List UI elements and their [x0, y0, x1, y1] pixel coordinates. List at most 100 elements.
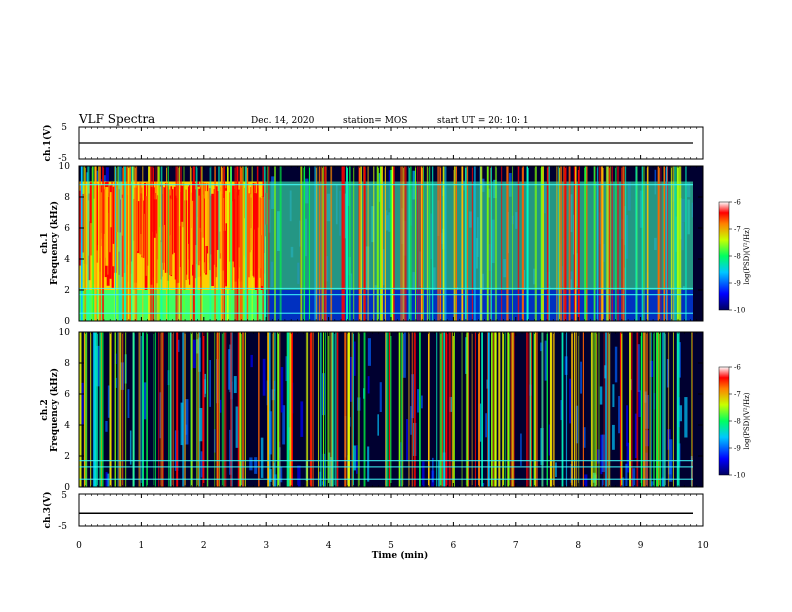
spectro-noise: [406, 418, 408, 462]
spectro-noise: [254, 457, 258, 474]
spectro-noise: [544, 340, 548, 381]
sferic-streak: [453, 166, 455, 321]
y-tick-label: 10: [59, 328, 71, 338]
sferic-streak: [443, 332, 446, 487]
spectro-noise: [300, 401, 304, 437]
sferic-streak: [660, 166, 662, 321]
sferic-streak: [464, 166, 467, 321]
x-tick-label: 9: [638, 541, 644, 551]
spectro-noise: [560, 400, 563, 421]
sferic-streak: [216, 332, 219, 487]
emission-streak: [89, 182, 93, 224]
spectro-noise: [219, 399, 222, 413]
colorbar-tick-label: -7: [734, 391, 741, 399]
sferic-streak: [498, 332, 500, 487]
sferic-streak: [419, 166, 421, 321]
spectro-noise: [422, 461, 425, 487]
sferic-streak: [427, 332, 430, 487]
spectro-noise: [625, 463, 628, 486]
ch3v-ylabel: ch.3(V): [42, 492, 53, 529]
emission-streak: [141, 187, 143, 256]
sferic-streak: [336, 332, 339, 487]
sferic-streak: [114, 332, 116, 487]
sferic-streak: [264, 166, 266, 321]
sferic-streak: [99, 332, 102, 487]
sferic-streak: [646, 166, 649, 321]
spectro-noise: [129, 430, 132, 465]
sferic-streak: [431, 166, 434, 321]
emission-streak: [145, 196, 148, 276]
colorbar-tick-label: -6: [734, 199, 741, 207]
sferic-streak: [195, 166, 198, 321]
ch1v-ylabel: ch.1(V): [42, 125, 53, 162]
emission-streak: [105, 187, 109, 266]
emission-streak: [170, 199, 173, 275]
sferic-streak: [670, 166, 672, 321]
sferic-streak: [674, 166, 677, 321]
sferic-streak: [533, 332, 535, 487]
sferic-streak: [227, 166, 229, 321]
sferic-streak: [230, 166, 232, 321]
sferic-streak: [384, 166, 386, 321]
sferic-streak: [646, 166, 648, 321]
sferic-streak: [319, 332, 322, 487]
sferic-streak: [202, 332, 204, 487]
spectro-noise: [353, 445, 356, 471]
sferic-streak: [504, 332, 506, 487]
spectro-noise: [209, 360, 211, 407]
sferic-streak: [480, 166, 483, 321]
sferic-streak: [191, 332, 193, 487]
sferic-streak: [548, 166, 550, 321]
sferic-streak: [241, 166, 243, 321]
sferic-streak: [330, 332, 333, 487]
emission-streak: [162, 187, 165, 270]
sferic-streak: [269, 332, 271, 487]
sferic-streak: [568, 166, 571, 321]
sferic-streak: [166, 166, 168, 321]
sferic-streak: [158, 166, 160, 321]
spectro-noise: [367, 376, 370, 394]
sferic-streak: [439, 166, 442, 321]
emission-streak: [90, 194, 93, 256]
station-label: station= MOS: [343, 116, 407, 126]
emission-streak: [212, 196, 216, 265]
sferic-streak: [481, 332, 484, 487]
sferic-streak: [128, 166, 131, 321]
emission-streak: [165, 193, 167, 256]
sferic-streak: [127, 166, 130, 321]
emission-streak: [197, 195, 200, 266]
sferic-streak: [596, 166, 599, 321]
sferic-streak: [154, 332, 156, 487]
sferic-streak: [309, 332, 312, 487]
colorbar-tick-label: -9: [734, 445, 741, 453]
sferic-streak: [591, 332, 592, 487]
spectro-noise: [127, 389, 130, 418]
spectro-noise: [410, 406, 412, 435]
sferic-streak: [685, 166, 687, 321]
sferic-streak: [92, 332, 96, 487]
spectro-noise: [631, 468, 636, 487]
sferic-streak: [244, 332, 246, 487]
sferic-streak: [437, 166, 440, 321]
sferic-streak: [258, 332, 260, 487]
sferic-streak: [404, 166, 407, 321]
sferic-streak: [100, 332, 103, 487]
sferic-streak: [358, 166, 361, 321]
sferic-streak: [650, 332, 652, 487]
spectro-noise: [634, 413, 637, 459]
sferic-streak: [672, 332, 674, 487]
spectro-noise: [569, 378, 572, 424]
sferic-streak: [677, 332, 680, 487]
sferic-streak: [571, 332, 574, 487]
colorbar-tick-label: -9: [734, 280, 741, 288]
y-tick-label: 0: [64, 317, 70, 327]
sferic-streak: [168, 332, 170, 487]
spectro-noise: [103, 175, 106, 184]
sferic-streak: [645, 332, 649, 487]
sferic-streak: [334, 332, 337, 487]
sferic-streak: [95, 332, 99, 487]
sferic-streak: [317, 332, 320, 487]
sferic-streak: [153, 332, 155, 487]
sferic-streak: [471, 166, 473, 321]
spectro-noise: [582, 427, 586, 448]
